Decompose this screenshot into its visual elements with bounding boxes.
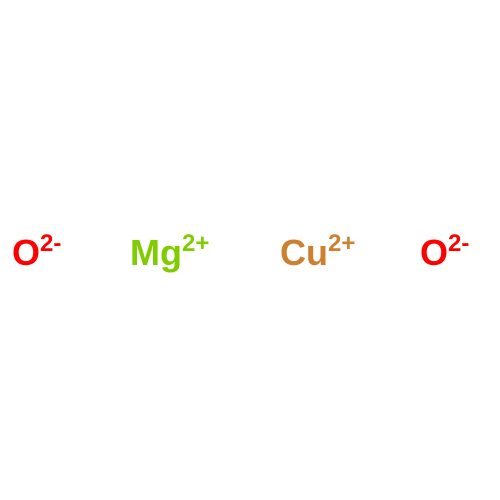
ion-copper: Cu2+ <box>280 232 355 274</box>
symbol-oxide-left: O <box>12 232 40 273</box>
formula-canvas: O2- Mg2+ Cu2+ O2- <box>0 0 500 500</box>
symbol-copper: Cu <box>280 232 328 273</box>
charge-oxide-left: 2- <box>40 230 61 257</box>
symbol-magnesium: Mg <box>130 232 182 273</box>
ion-oxide-left: O2- <box>12 232 61 274</box>
charge-oxide-right: 2- <box>448 230 469 257</box>
ion-oxide-right: O2- <box>420 232 469 274</box>
ion-magnesium: Mg2+ <box>130 232 209 274</box>
charge-copper: 2+ <box>328 230 355 257</box>
symbol-oxide-right: O <box>420 232 448 273</box>
charge-magnesium: 2+ <box>182 230 209 257</box>
